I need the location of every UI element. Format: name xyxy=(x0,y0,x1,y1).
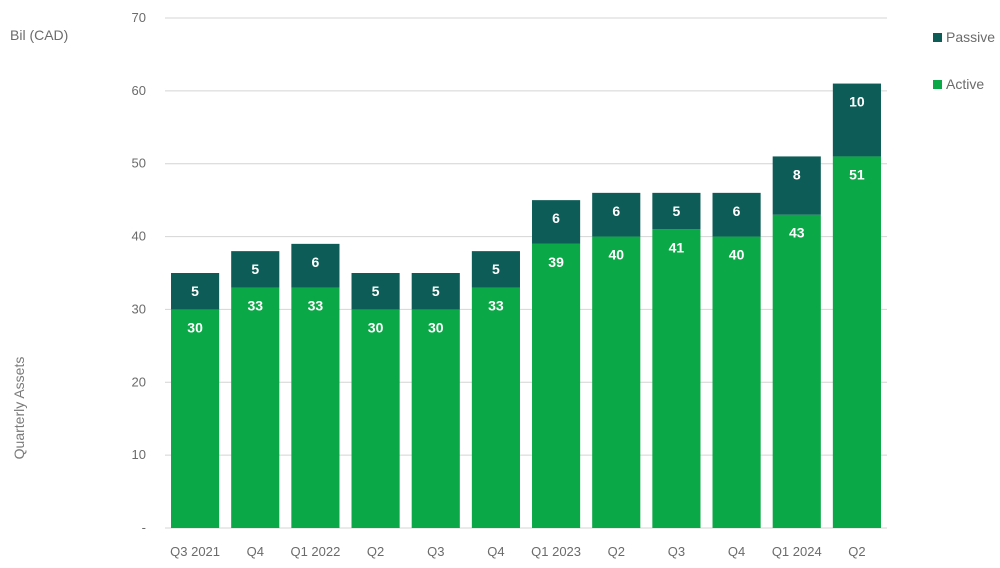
bar-passive xyxy=(652,192,701,230)
data-label-passive: 5 xyxy=(432,283,440,299)
bar-passive xyxy=(832,83,881,157)
gridlines xyxy=(165,17,887,529)
data-label-passive: 10 xyxy=(849,94,865,110)
data-label-passive: 6 xyxy=(312,254,320,270)
bar-active xyxy=(231,287,280,528)
x-tick-label: Q3 xyxy=(427,544,444,559)
bar-active xyxy=(532,243,581,528)
bar-passive xyxy=(532,200,581,244)
bar-active xyxy=(291,287,340,528)
data-label-passive: 6 xyxy=(552,210,560,226)
y-tick-label: 70 xyxy=(132,10,146,25)
x-axis-ticks: Q3 2021 Q4 Q1 2022 Q2 Q3 Q4 Q1 2023 Q2 Q3 Q4 Q1 20… xyxy=(170,544,865,559)
bar-passive xyxy=(351,273,400,310)
x-tick-label: Q4 xyxy=(728,544,745,559)
bar-active xyxy=(351,309,400,528)
data-label-passive: 8 xyxy=(793,166,801,182)
data-label-active: 40 xyxy=(608,247,624,263)
bar-passive xyxy=(411,273,460,310)
data-label-passive: 5 xyxy=(191,283,199,299)
unit-label: Bil (CAD) xyxy=(10,27,68,43)
legend: Passive Active xyxy=(933,29,995,92)
data-label-passive: 5 xyxy=(372,283,380,299)
y-tick-label: 60 xyxy=(132,83,146,98)
x-tick-label: Q1 2023 xyxy=(531,544,581,559)
bar-active xyxy=(171,309,220,528)
y-tick-label: 50 xyxy=(132,156,146,171)
data-label-active: 39 xyxy=(548,254,564,270)
data-label-active: 40 xyxy=(729,247,745,263)
data-label-passive: 5 xyxy=(492,261,500,277)
data-label-active: 30 xyxy=(187,319,203,335)
x-tick-label: Q1 2024 xyxy=(772,544,822,559)
bar-active xyxy=(592,236,641,529)
legend-label-active: Active xyxy=(946,76,984,92)
data-label-passive: 5 xyxy=(673,203,681,219)
x-tick-label: Q2 xyxy=(848,544,865,559)
y-tick-label: 40 xyxy=(132,229,146,244)
bar-active xyxy=(832,156,881,528)
bar-passive xyxy=(712,192,761,237)
legend-label-passive: Passive xyxy=(946,29,995,45)
bar-passive xyxy=(772,156,821,215)
x-tick-label: Q3 xyxy=(668,544,685,559)
data-label-passive: 5 xyxy=(251,261,259,277)
bar-passive xyxy=(291,243,340,288)
bar-passive xyxy=(231,251,280,288)
data-label-active: 43 xyxy=(789,225,805,241)
x-tick-label: Q3 2021 xyxy=(170,544,220,559)
y-tick-label: 10 xyxy=(132,447,146,462)
data-label-active: 30 xyxy=(428,319,444,335)
data-label-active: 41 xyxy=(669,239,685,255)
legend-swatch-active xyxy=(933,80,942,89)
y-tick-label: 30 xyxy=(132,301,146,316)
x-tick-label: Q4 xyxy=(247,544,264,559)
x-tick-label: Q2 xyxy=(608,544,625,559)
data-label-active: 33 xyxy=(308,298,324,314)
bar-passive xyxy=(471,251,520,288)
y-tick-label: - xyxy=(142,520,146,535)
y-tick-label: 20 xyxy=(132,374,146,389)
data-label-active: 33 xyxy=(488,298,504,314)
x-tick-label: Q1 2022 xyxy=(290,544,340,559)
data-label-active: 30 xyxy=(368,319,384,335)
x-tick-label: Q2 xyxy=(367,544,384,559)
data-label-passive: 6 xyxy=(733,203,741,219)
bar-passive xyxy=(592,192,641,237)
y-axis-label: Quarterly Assets xyxy=(11,357,27,460)
bar-active xyxy=(652,229,701,529)
bar-active xyxy=(471,287,520,528)
data-label-active: 33 xyxy=(247,298,263,314)
bar-passive xyxy=(171,273,220,310)
legend-swatch-passive xyxy=(933,33,942,42)
data-label-active: 51 xyxy=(849,166,865,182)
y-axis-ticks: - 10 20 30 40 50 60 70 xyxy=(132,10,146,535)
x-tick-label: Q4 xyxy=(487,544,504,559)
bar-active xyxy=(411,309,460,528)
data-label-passive: 6 xyxy=(612,203,620,219)
bar-active xyxy=(772,214,821,528)
bars: 30 5 33 5 33 6 30 5 30 5 33 5 39 6 40 6 41 5 40 6 43 8 51 10 xyxy=(171,83,881,529)
bar-active xyxy=(712,236,761,529)
